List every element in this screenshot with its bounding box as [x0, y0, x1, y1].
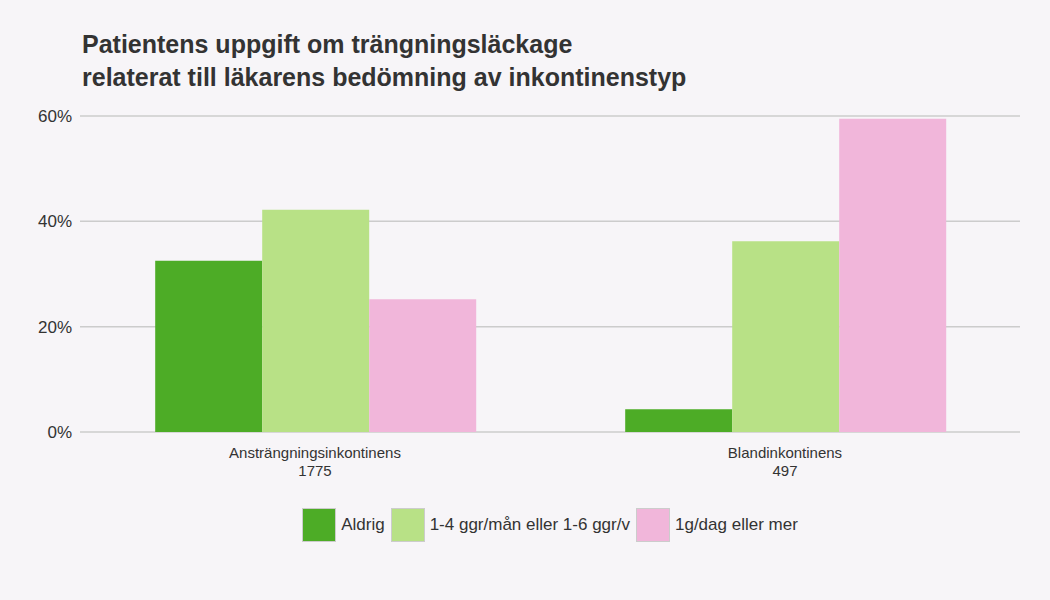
svg-text:Blandinkontinens: Blandinkontinens	[728, 444, 842, 461]
svg-text:497: 497	[772, 462, 797, 479]
html-text:1-4 ggr/mån eller 1-6 ggr/v: 1-4 ggr/mån eller 1-6 ggr/v	[429, 515, 630, 534]
html-text:relaterat till läkarens bedömn: relaterat till läkarens bedömning av ink…	[82, 63, 687, 91]
svg-text:20%: 20%	[38, 318, 72, 337]
svg-text:60%: 60%	[38, 107, 72, 126]
html-text:Patientens uppgift om trängnin: Patientens uppgift om trängningsläckage	[82, 30, 573, 58]
svg-text:1775: 1775	[298, 462, 331, 479]
svg-text:0%: 0%	[47, 423, 72, 442]
html-text:Aldrig: Aldrig	[341, 515, 385, 534]
html-text:1g/dag eller mer: 1g/dag eller mer	[675, 515, 798, 534]
svg-text:Ansträngningsinkontinens: Ansträngningsinkontinens	[229, 444, 401, 461]
svg-text:40%: 40%	[38, 212, 72, 231]
